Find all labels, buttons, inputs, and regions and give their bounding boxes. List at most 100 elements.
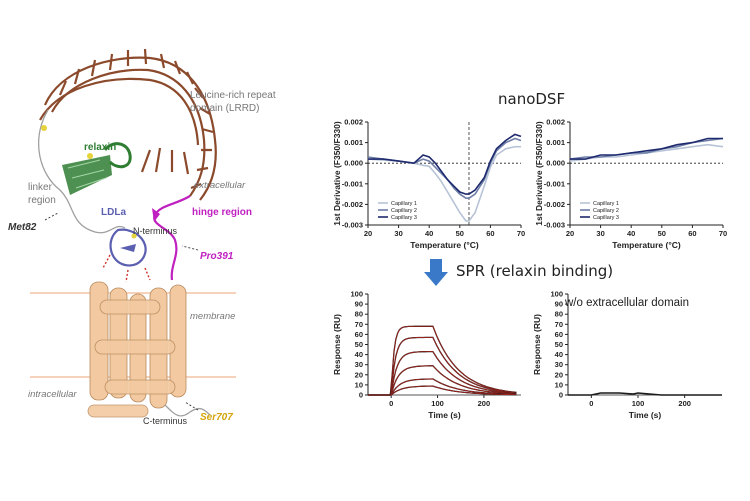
hinge-region — [153, 195, 191, 281]
x-tick-label: 50 — [456, 229, 464, 238]
x-tick-label: 20 — [364, 229, 372, 238]
y-tick-label: 0.000 — [344, 159, 363, 168]
y-tick-label: 90 — [555, 300, 563, 309]
y-tick-label: 50 — [355, 340, 363, 349]
legend-label: Capillary 3 — [391, 215, 417, 221]
transmembrane-domain — [87, 281, 187, 418]
y-tick-label: -0.002 — [544, 200, 565, 209]
legend-label: Capillary 2 — [391, 208, 417, 214]
y-tick-label: -0.002 — [342, 200, 363, 209]
lrrd-label: Leucine-rich repeat domain (LRRD) — [190, 90, 276, 114]
x-tick-label: 0 — [589, 399, 593, 408]
y-tick-label: 50 — [555, 340, 563, 349]
lrrd-label-line1: Leucine-rich repeat — [190, 90, 276, 101]
series-line-3 — [368, 133, 522, 195]
fit-line — [368, 351, 517, 396]
nterm-label: N-terminus — [133, 226, 178, 236]
y-tick-label: 70 — [355, 320, 363, 329]
legend-label: Capillary 1 — [593, 201, 619, 207]
y-tick-label: 10 — [355, 380, 363, 389]
extracellular-label: extracellular — [194, 180, 246, 191]
c-terminus-tail — [164, 404, 211, 417]
y-axis-label: 1st Derivative (F350/F330) — [534, 121, 544, 226]
receptor-structure: Leucine-rich repeat domain (LRRD) relaxin… — [8, 48, 276, 426]
spr-heading: SPR (relaxin binding) — [456, 262, 613, 280]
linker-label-line1: linker — [28, 182, 53, 193]
membrane-label: membrane — [190, 311, 235, 322]
concentration-label: 3.125nM — [406, 381, 424, 386]
y-tick-label: 80 — [555, 310, 563, 319]
legend-label: Capillary 1 — [391, 201, 417, 207]
concentration-label: 12.5nM — [407, 361, 422, 366]
sensorgram-line — [368, 325, 517, 396]
x-tick-label: 60 — [688, 229, 696, 238]
x-tick-label: 70 — [517, 229, 525, 238]
x-tick-label: 20 — [566, 229, 574, 238]
intracellular-label: intracellular — [28, 389, 77, 400]
concentration-label: 25nM — [409, 346, 421, 351]
linker-label: linker region — [28, 182, 56, 206]
nanodsf-right-chart: 20 30 40 50 60 70 0.002 0.001 0.000 -0.001 -0.002 -… — [534, 118, 727, 251]
x-tick-label: 40 — [425, 229, 433, 238]
ldla-module — [109, 228, 147, 267]
y-tick-label: 60 — [355, 330, 363, 339]
fit-line — [368, 378, 517, 396]
legend-label: Capillary 3 — [593, 215, 619, 221]
y-tick-label: 0.000 — [546, 159, 565, 168]
fit-line — [368, 336, 517, 396]
concentration-label: 6.25nM — [407, 374, 422, 379]
wo-ecd-label: w/o extracellular domain — [564, 297, 689, 309]
x-tick-label: 60 — [486, 229, 494, 238]
y-tick-label: 30 — [555, 360, 563, 369]
fit-line — [368, 325, 517, 396]
y-axis-label: 1st Derivative (F350/F330) — [332, 121, 342, 226]
y-tick-label: 0.001 — [344, 138, 363, 147]
met82-label: Met82 — [8, 222, 37, 233]
red-arrows — [102, 254, 151, 283]
pro391-label: Pro391 — [200, 251, 234, 262]
linker-label-line2: region — [28, 195, 56, 206]
y-tick-label: 40 — [355, 350, 363, 359]
x-axis-label: Time (s) — [629, 410, 662, 420]
concentration-label: 50nM — [409, 332, 421, 337]
hinge-label: hinge region — [192, 207, 252, 218]
pro391-leader — [181, 245, 199, 251]
relaxin-ligand — [41, 125, 132, 195]
x-tick-label: 30 — [596, 229, 604, 238]
lrrd-label-line2: domain (LRRD) — [190, 103, 259, 114]
x-tick-label: 200 — [678, 399, 691, 408]
down-arrow-icon — [424, 259, 448, 286]
y-tick-label: 20 — [555, 370, 563, 379]
x-axis-label: Temperature (°C) — [612, 240, 681, 250]
y-tick-label: 0 — [559, 391, 563, 400]
x-tick-label: 0 — [389, 399, 393, 408]
fit-line — [368, 365, 517, 396]
y-tick-label: -0.001 — [544, 179, 565, 188]
x-tick-label: 70 — [719, 229, 727, 238]
y-tick-label: -0.003 — [342, 221, 363, 230]
series-line-3 — [570, 137, 723, 160]
series-line-1 — [367, 145, 521, 222]
y-tick-label: 70 — [555, 320, 563, 329]
x-axis-label: Temperature (°C) — [410, 240, 479, 250]
x-tick-label: 100 — [431, 399, 444, 408]
lrrd-domain — [39, 48, 217, 201]
y-axis-label: Response (RU) — [332, 314, 342, 375]
concentration-label: 100nM — [407, 320, 421, 325]
x-axis-label: Time (s) — [428, 410, 461, 420]
y-tick-label: 0.002 — [344, 118, 363, 127]
y-axis-label: Response (RU) — [532, 314, 542, 375]
x-tick-label: 50 — [658, 229, 666, 238]
y-tick-label: -0.003 — [544, 221, 565, 230]
fit-line — [368, 385, 517, 396]
y-tick-label: 0.002 — [546, 118, 565, 127]
response-line — [568, 392, 722, 396]
cterm-label: C-terminus — [143, 416, 188, 426]
nanodsf-left-chart: 20 30 40 50 60 70 0.002 0.001 0.000 -0.001 -0.002 -… — [332, 118, 525, 251]
x-tick-label: 200 — [478, 399, 491, 408]
y-tick-label: 90 — [355, 300, 363, 309]
y-tick-label: 100 — [550, 290, 563, 299]
y-tick-label: 80 — [355, 310, 363, 319]
